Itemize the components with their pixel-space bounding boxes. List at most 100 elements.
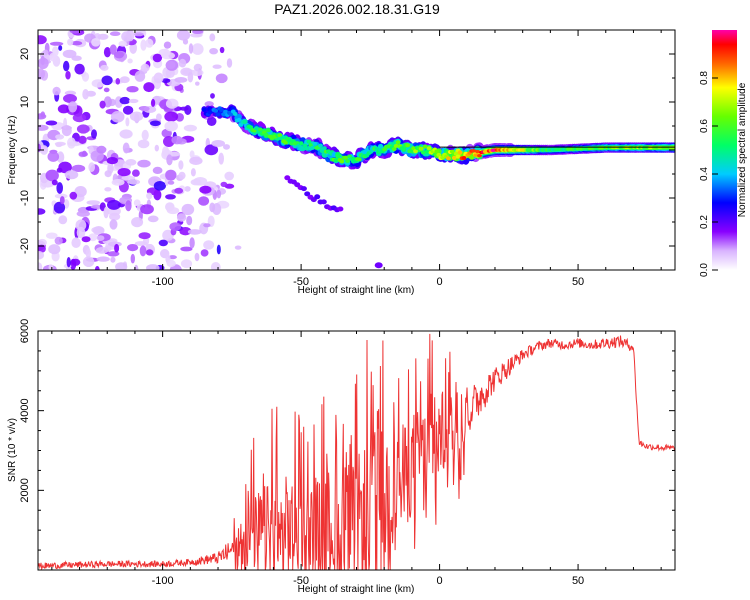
noise-blob — [119, 129, 133, 139]
top-x-axis: -100 -50 0 50 — [51, 30, 662, 288]
noise-blob — [187, 72, 194, 83]
ridge-blob — [446, 156, 451, 161]
noise-blob — [38, 244, 46, 253]
noise-blob — [190, 168, 196, 177]
noise-blob — [109, 219, 118, 230]
noise-blob — [88, 233, 98, 242]
noise-blob — [206, 116, 217, 127]
ridge-blob — [455, 154, 461, 159]
noise-blob — [216, 244, 221, 255]
noise-blob — [212, 64, 222, 69]
y-tick-label: -10 — [19, 190, 31, 206]
secondary-blob — [284, 175, 291, 181]
noise-blob — [65, 70, 71, 80]
noise-blob — [174, 77, 188, 83]
noise-blob — [174, 187, 184, 194]
ridge-blob — [343, 155, 349, 160]
noise-blob — [125, 200, 132, 212]
ridge-blob — [395, 140, 401, 145]
noise-blob — [81, 236, 91, 243]
noise-blob — [91, 79, 105, 88]
noise-blob — [82, 256, 95, 268]
noise-blob — [209, 33, 216, 42]
noise-blob — [203, 240, 215, 250]
noise-blob — [97, 33, 109, 40]
secondary-blob — [337, 206, 344, 212]
noise-blob — [38, 250, 45, 260]
noise-blob — [141, 129, 149, 141]
noise-blob — [103, 87, 110, 93]
ridge-blob — [201, 107, 207, 112]
y-tick-label: 0 — [19, 147, 31, 153]
noise-blob — [54, 193, 68, 199]
noise-blob — [81, 150, 87, 157]
noise-blob — [139, 106, 150, 112]
noise-blob — [66, 257, 71, 268]
noise-blob — [114, 51, 124, 59]
noise-blob — [71, 164, 86, 172]
noise-blob — [209, 202, 216, 213]
noise-blob — [110, 111, 125, 123]
ridge-blob — [283, 140, 288, 145]
noise-blob — [38, 57, 49, 69]
noise-blob — [165, 98, 179, 109]
y-tick-label: 20 — [19, 48, 31, 60]
noise-blob — [189, 156, 203, 165]
noise-blob — [183, 124, 197, 132]
noise-blob — [100, 64, 109, 71]
noise-blob — [74, 63, 85, 75]
noise-blob — [115, 78, 121, 85]
ridge-blob — [335, 154, 341, 159]
ridge-blob — [405, 143, 411, 148]
noise-blob — [55, 134, 65, 140]
colorbar-tick-label: 0.0 — [699, 263, 710, 277]
noise-blob — [71, 258, 81, 266]
noise-blob — [68, 101, 78, 113]
ridge-blob — [413, 149, 418, 154]
ridge-blob — [473, 153, 478, 157]
ridge-blob — [356, 157, 362, 162]
noise-blob — [70, 41, 83, 46]
secondary-blob — [304, 191, 311, 197]
noise-blob — [152, 53, 163, 63]
noise-blob — [191, 43, 204, 55]
top-x-axis-label: Height of straight line (km) — [298, 285, 415, 296]
noise-blob — [199, 185, 212, 194]
noise-blob — [58, 161, 72, 174]
noise-blob — [166, 259, 176, 268]
noise-blob — [119, 76, 130, 84]
noise-blob — [179, 227, 192, 236]
ridge-blob — [318, 143, 323, 148]
ridge-blob — [312, 141, 318, 146]
noise-blob — [166, 207, 180, 215]
noise-blob — [109, 31, 121, 36]
noise-blob — [67, 141, 81, 147]
noise-blob — [169, 222, 182, 232]
noise-blob — [152, 166, 163, 174]
noise-blob — [57, 104, 70, 114]
colorbar-ticks: 0.0 0.2 0.4 0.6 0.8 — [699, 71, 718, 277]
ridge-blob — [223, 109, 228, 114]
noise-blob — [38, 124, 49, 131]
noise-blob — [59, 196, 65, 205]
noise-blob — [128, 98, 139, 104]
secondary-blob — [320, 199, 327, 205]
ridge-blob — [333, 158, 339, 163]
noise-blob — [165, 194, 176, 200]
noise-blob — [163, 48, 169, 56]
noise-blob — [133, 199, 141, 207]
bottom-y-axis-label: SNR (10 * v/v) — [7, 418, 18, 482]
noise-blob — [224, 171, 234, 181]
noise-blob — [189, 237, 195, 249]
noise-blob — [107, 199, 121, 210]
ridge-blob — [475, 149, 480, 154]
noise-blob — [114, 243, 120, 253]
noise-blob — [165, 61, 176, 69]
noise-blob — [95, 266, 100, 270]
noise-blob — [203, 223, 211, 228]
noise-blob — [184, 186, 191, 192]
noise-blob — [115, 262, 128, 270]
noise-blob — [216, 189, 222, 199]
noise-blob — [188, 43, 194, 54]
ridge-blob — [434, 149, 440, 154]
